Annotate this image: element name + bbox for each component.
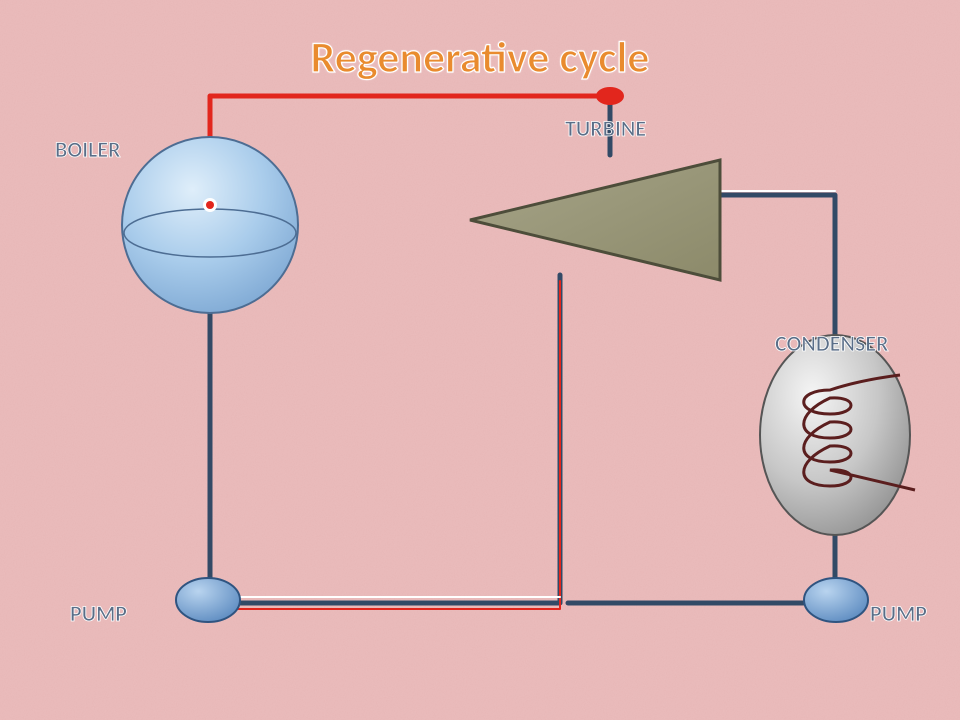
cycle-diagram: [0, 0, 960, 720]
boiler-shape: [122, 137, 298, 313]
condenser-shape: [760, 335, 915, 535]
turbine-shape: [470, 160, 720, 280]
top-node: [596, 87, 624, 105]
label-turbine: TURBINE: [565, 115, 646, 142]
label-pump-left: PUMP: [70, 600, 127, 627]
pipes: [210, 96, 835, 609]
label-condenser: CONDENSER: [775, 330, 888, 357]
pump-left-shape: [176, 578, 240, 622]
label-pump-right: PUMP: [870, 600, 927, 627]
label-boiler: BOILER: [55, 136, 121, 163]
pump-right-shape: [804, 578, 868, 622]
page-title: Regenerative cycle: [0, 30, 960, 84]
